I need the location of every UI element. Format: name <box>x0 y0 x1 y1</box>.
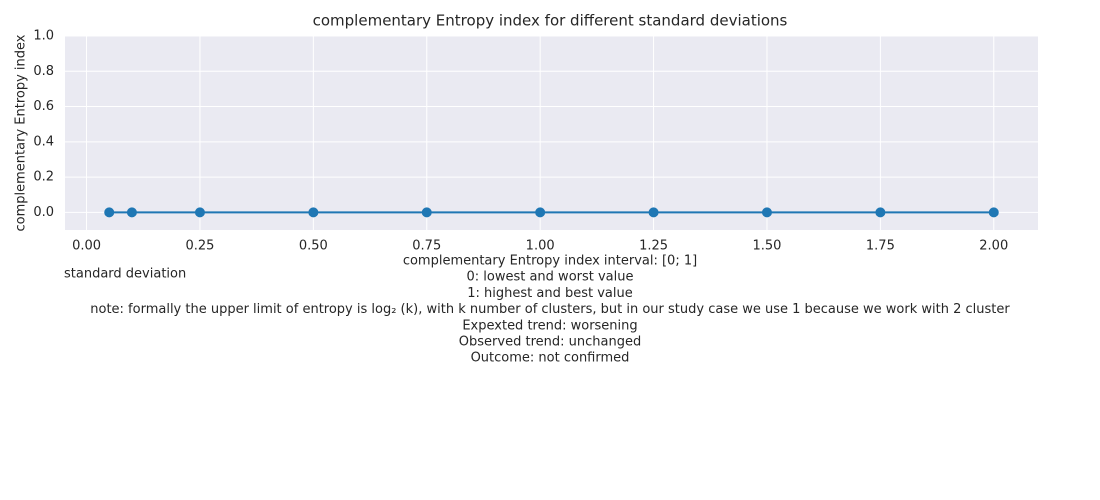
chart-title: complementary Entropy index for differen… <box>313 12 788 30</box>
annotation: note: formally the upper limit of entrop… <box>90 302 1010 317</box>
plot-area <box>65 36 1038 230</box>
annotation: 0: lowest and worst value <box>466 270 633 285</box>
marker <box>194 207 205 218</box>
x-axis-label: standard deviation <box>64 267 186 282</box>
annotation: Expexted trend: worsening <box>462 318 637 333</box>
marker <box>875 207 886 218</box>
x-tick-label: 1.00 <box>526 239 555 254</box>
x-tick-label: 1.75 <box>866 239 895 254</box>
y-tick-label: 1.0 <box>33 29 54 44</box>
annotation: complementary Entropy index interval: [0… <box>403 254 697 269</box>
marker <box>535 207 546 218</box>
marker <box>308 207 319 218</box>
marker <box>648 207 659 218</box>
marker <box>761 207 772 218</box>
marker <box>126 207 137 218</box>
y-axis-label: complementary Entropy index <box>14 34 29 231</box>
x-tick-label: 1.25 <box>639 239 668 254</box>
y-tick-label: 0.2 <box>33 170 54 185</box>
annotation: 1: highest and best value <box>467 286 632 301</box>
x-tick-label: 0.50 <box>299 239 328 254</box>
x-tick-label: 2.00 <box>979 239 1008 254</box>
y-tick-label: 0.6 <box>33 99 54 114</box>
marker <box>104 207 115 218</box>
marker <box>421 207 432 218</box>
y-tick-label: 0.4 <box>33 134 54 149</box>
y-tick-label: 0.0 <box>33 205 54 220</box>
x-tick-label: 1.50 <box>752 239 781 254</box>
x-tick-label: 0.00 <box>72 239 101 254</box>
x-tick-label: 0.75 <box>412 239 441 254</box>
annotation: Outcome: not confirmed <box>471 351 630 366</box>
annotation: Observed trend: unchanged <box>459 335 641 350</box>
marker <box>988 207 999 218</box>
y-tick-label: 0.8 <box>33 64 54 79</box>
x-tick-label: 0.25 <box>185 239 214 254</box>
